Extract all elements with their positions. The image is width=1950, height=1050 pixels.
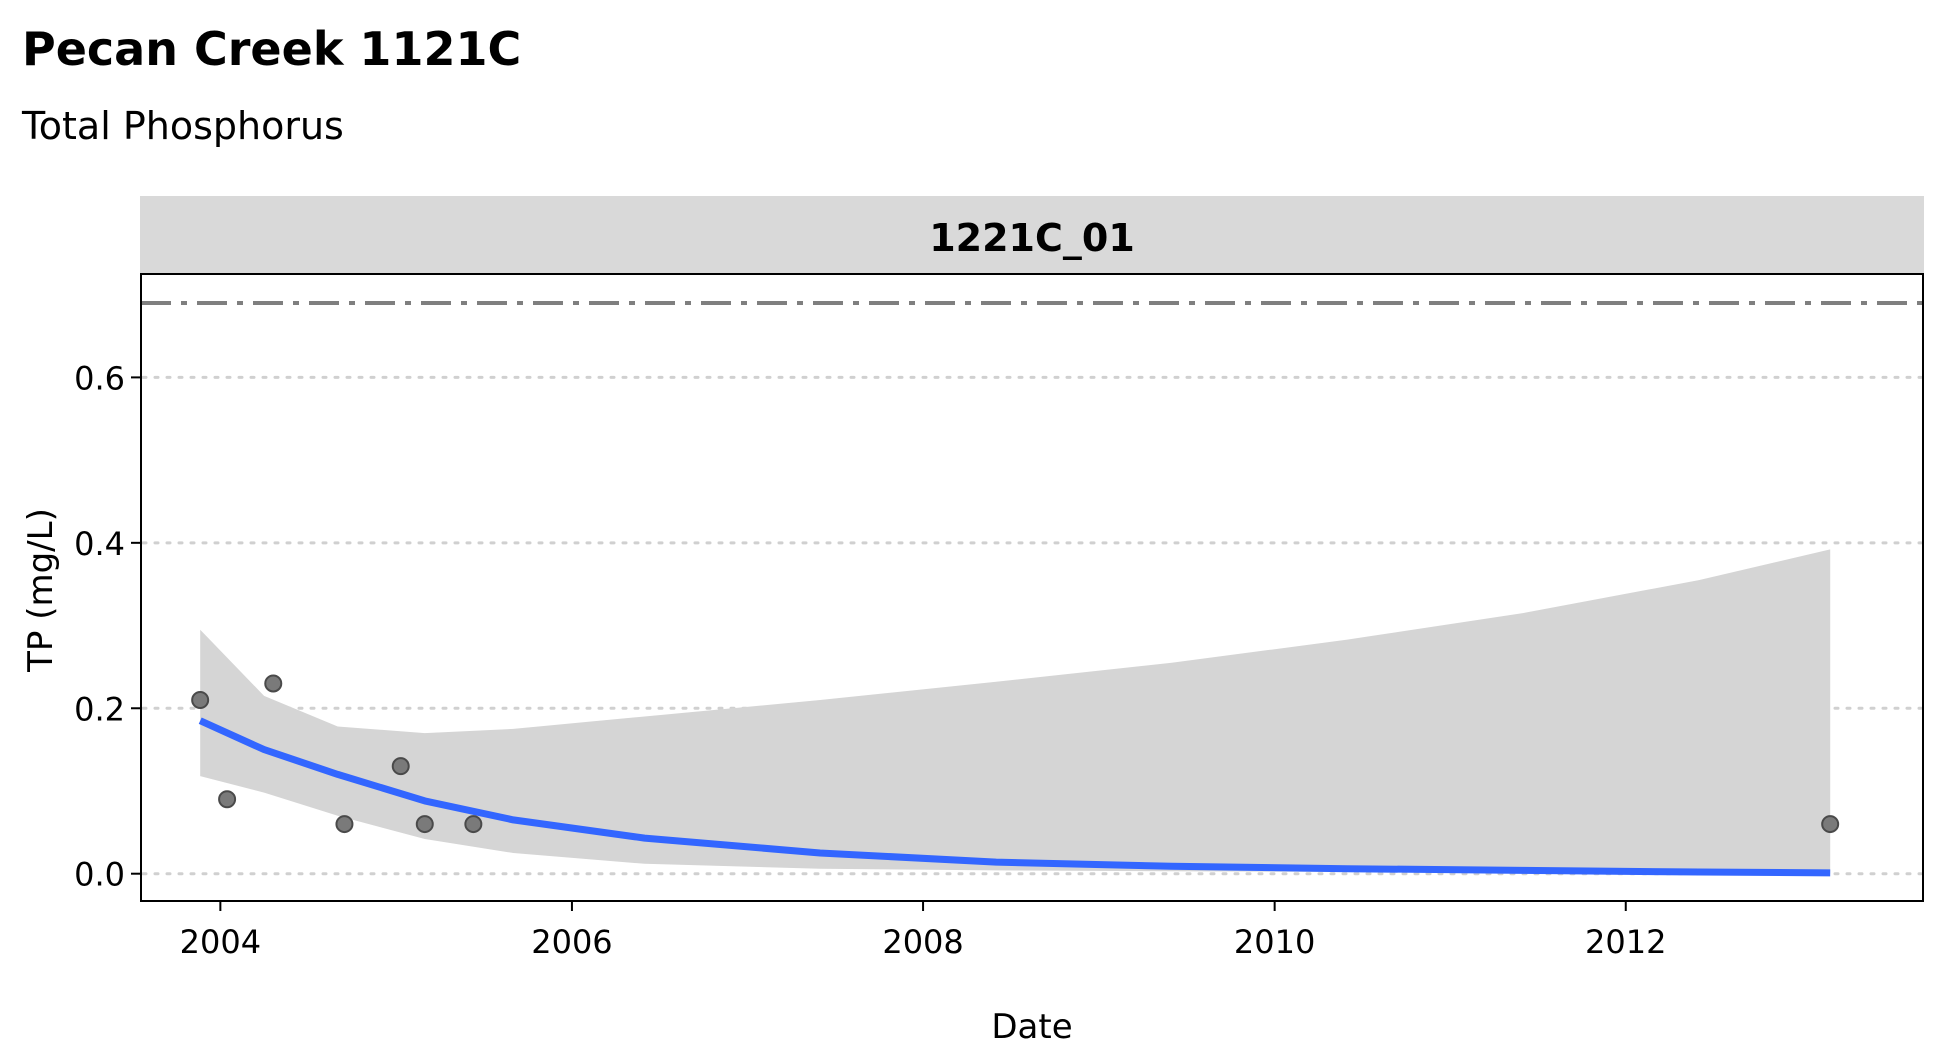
x-tick-label: 2012 xyxy=(1585,923,1666,961)
x-axis: 2004 2006 2008 2010 2012 xyxy=(180,901,1666,961)
facet-strip xyxy=(140,196,1924,274)
data-point xyxy=(415,815,434,834)
x-tick-label: 2010 xyxy=(1234,923,1315,961)
y-tick-label: 0.2 xyxy=(74,690,125,728)
data-point xyxy=(391,757,410,776)
y-axis: 0.0 0.2 0.4 0.6 xyxy=(74,359,141,894)
y-axis-label: TP (mg/L) xyxy=(21,508,61,673)
data-point xyxy=(1821,815,1840,834)
data-point xyxy=(464,815,483,834)
y-tick-label: 0.4 xyxy=(74,525,125,563)
trend-line xyxy=(198,717,1831,877)
data-points xyxy=(191,674,1840,834)
chart-title: Pecan Creek 1121C xyxy=(22,22,522,76)
confidence-band-area xyxy=(200,549,1831,874)
confidence-band xyxy=(200,549,1831,874)
data-point xyxy=(191,690,210,709)
x-axis-label: Date xyxy=(991,1007,1072,1047)
data-point xyxy=(264,674,283,693)
x-tick-label: 2006 xyxy=(531,923,612,961)
facet-label: 1221C_01 xyxy=(929,216,1135,260)
x-tick-label: 2008 xyxy=(882,923,963,961)
y-tick-label: 0.0 xyxy=(74,856,125,894)
data-point xyxy=(218,790,237,809)
trend-line-path xyxy=(198,717,1831,877)
chart-subtitle: Total Phosphorus xyxy=(22,104,344,148)
x-tick-label: 2004 xyxy=(180,923,261,961)
plot-panel-border xyxy=(140,273,1924,902)
data-point xyxy=(335,815,354,834)
y-tick-label: 0.6 xyxy=(74,359,125,397)
